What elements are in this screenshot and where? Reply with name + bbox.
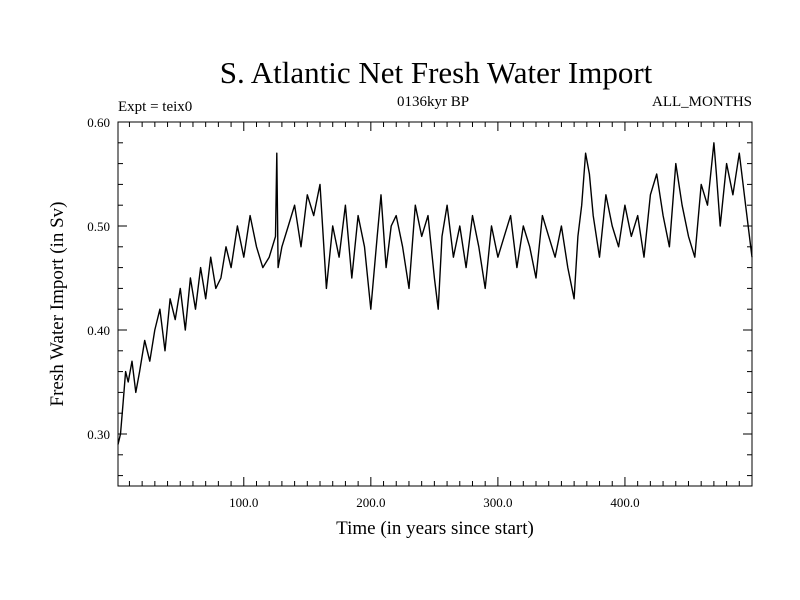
series-group	[117, 142, 753, 445]
y-tick-label: 0.30	[87, 427, 110, 442]
x-axis-tick-labels: 100.0 200.0 300.0 400.0	[229, 495, 639, 510]
axis-ticks	[118, 122, 752, 486]
x-tick-label: 200.0	[356, 495, 385, 510]
y-tick-label: 0.60	[87, 115, 110, 130]
x-axis-label: Time (in years since start)	[336, 518, 534, 539]
y-axis-tick-labels: 0.30 0.40 0.50 0.60	[87, 115, 110, 442]
plot-frame	[117, 121, 753, 487]
x-tick-label: 100.0	[229, 495, 258, 510]
subtitle-months: ALL_MONTHS	[652, 94, 752, 110]
y-axis-label: Fresh Water Import (in Sv)	[47, 202, 68, 407]
subtitle-period: 0136kyr BP	[397, 94, 469, 110]
x-tick-label: 300.0	[483, 495, 512, 510]
series-line	[117, 142, 753, 445]
chart-title: S. Atlantic Net Fresh Water Import	[220, 55, 653, 90]
x-tick-label: 400.0	[610, 495, 639, 510]
y-tick-label: 0.40	[87, 323, 110, 338]
subtitle-experiment: Expt = teix0	[118, 99, 192, 115]
y-tick-label: 0.50	[87, 219, 110, 234]
